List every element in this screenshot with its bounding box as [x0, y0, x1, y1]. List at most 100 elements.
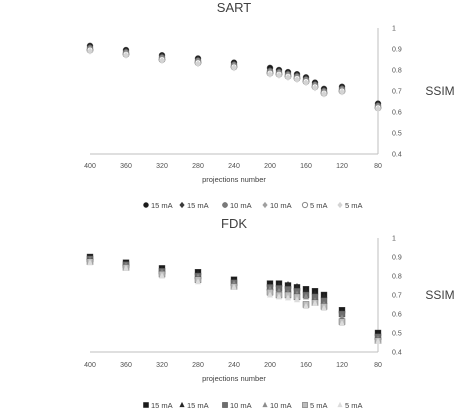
data-point	[339, 320, 345, 326]
data-point	[303, 79, 309, 87]
series-3	[87, 45, 381, 111]
legend: 15 mA 15 mA 10 mA 10 mA 5 mA 5 mA	[143, 401, 363, 410]
y-axis-label: SSIM	[425, 288, 454, 302]
data-point	[321, 292, 327, 299]
data-point	[285, 73, 291, 81]
x-axis-label: projections number	[202, 175, 266, 184]
series-0	[86, 42, 382, 107]
x-tick-label: 320	[156, 163, 168, 170]
chart-panel-sart: SART 400 360 320 280 240 200 160 120 80 0.4 0.5 0.6 0…	[84, 0, 455, 210]
data-point	[285, 281, 291, 288]
data-point	[159, 57, 165, 65]
y-tick-label: 0.5	[392, 331, 402, 338]
data-point	[312, 300, 318, 307]
legend-marker	[262, 201, 268, 209]
x-tick-label: 360	[120, 163, 132, 170]
series-0	[86, 253, 382, 337]
data-point	[276, 293, 282, 300]
y-tick-label: 1	[392, 26, 396, 33]
series-1	[87, 254, 381, 338]
data-point	[339, 88, 345, 96]
y-tick-label: 1	[392, 236, 396, 243]
data-point	[312, 84, 318, 92]
legend-label: 15 mA	[151, 401, 173, 410]
legend-marker	[337, 401, 343, 408]
y-tick-label: 0.7	[392, 293, 402, 300]
x-tick-label: 320	[156, 362, 168, 369]
series-4	[86, 46, 382, 112]
series-2	[86, 44, 382, 109]
x-tick-label: 120	[336, 163, 348, 170]
y-tick-label: 0.6	[392, 312, 402, 319]
data-point	[294, 296, 300, 303]
legend-marker	[179, 201, 185, 209]
data-point	[375, 338, 381, 345]
y-tick-label: 0.4	[392, 350, 402, 357]
data-point	[375, 105, 381, 113]
legend: 15 mA 15 mA 10 mA 10 mA 5 mA 5 mA	[143, 201, 363, 210]
y-tick-label: 0.5	[392, 131, 402, 138]
legend-label: 10 mA	[270, 201, 292, 210]
data-point	[267, 291, 273, 298]
legend-marker	[143, 402, 149, 408]
x-tick-label: 280	[192, 163, 204, 170]
data-point	[276, 71, 282, 79]
legend-marker	[301, 201, 309, 209]
data-point	[195, 60, 201, 68]
series-4	[86, 258, 382, 344]
x-tick-label: 80	[374, 163, 382, 170]
data-point	[231, 64, 237, 72]
legend-marker	[222, 202, 228, 208]
legend-label: 10 mA	[270, 401, 292, 410]
x-tick-label: 160	[300, 362, 312, 369]
data-point	[321, 90, 327, 98]
legend-label: 15 mA	[187, 201, 209, 210]
data-point	[294, 75, 300, 83]
chart-title: SART	[217, 0, 251, 15]
legend-marker	[179, 401, 185, 408]
x-tick-label: 360	[120, 362, 132, 369]
data-point	[123, 264, 129, 271]
y-tick-label: 0.9	[392, 255, 402, 262]
data-point	[303, 293, 309, 300]
series-5	[87, 259, 381, 345]
legend-label: 5 mA	[345, 201, 363, 210]
y-tick-label: 0.8	[392, 274, 402, 281]
legend-label: 10 mA	[230, 401, 252, 410]
x-tick-label: 240	[228, 362, 240, 369]
x-tick-label: 240	[228, 163, 240, 170]
series-1	[87, 43, 381, 109]
data-point	[195, 278, 201, 285]
x-tick-label: 400	[84, 362, 96, 369]
data-point	[285, 294, 291, 301]
legend-marker	[337, 201, 343, 209]
series-3	[87, 256, 381, 342]
y-tick-label: 0.7	[392, 89, 402, 96]
legend-label: 15 mA	[187, 401, 209, 410]
y-axis-label: SSIM	[425, 84, 454, 98]
data-point	[294, 282, 300, 289]
data-point	[87, 259, 93, 266]
x-tick-label: 80	[374, 362, 382, 369]
x-tick-label: 200	[264, 163, 276, 170]
series-5	[87, 47, 381, 113]
data-point	[87, 47, 93, 55]
legend-label: 15 mA	[151, 201, 173, 210]
x-tick-label: 400	[84, 163, 96, 170]
legend-label: 5 mA	[310, 201, 328, 210]
chart-title: FDK	[221, 216, 247, 231]
legend-label: 10 mA	[230, 201, 252, 210]
x-tick-label: 120	[336, 362, 348, 369]
x-axis-label: projections number	[202, 374, 266, 383]
legend-marker	[143, 202, 149, 208]
x-tick-label: 160	[300, 163, 312, 170]
data-point	[303, 302, 309, 309]
y-tick-label: 0.6	[392, 110, 402, 117]
x-tick-label: 200	[264, 362, 276, 369]
legend-marker	[262, 401, 268, 408]
data-point	[123, 51, 129, 59]
data-point	[321, 304, 327, 311]
data-point	[303, 286, 309, 293]
x-tick-label: 280	[192, 362, 204, 369]
